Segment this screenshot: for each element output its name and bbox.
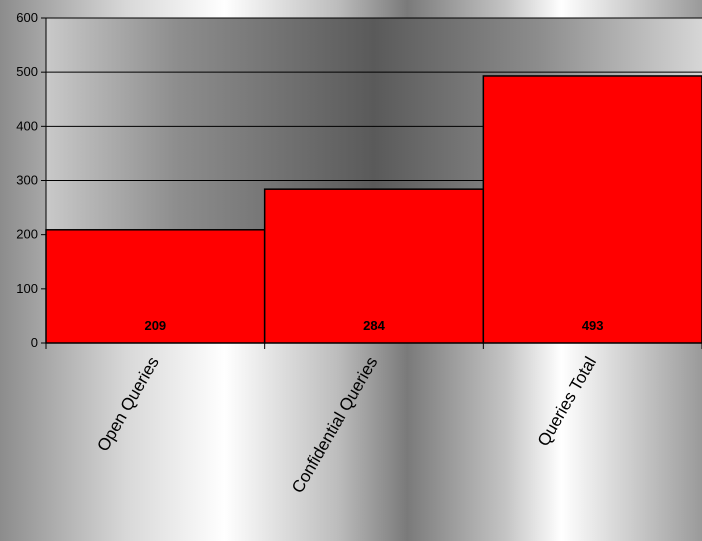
y-tick-label: 200 (16, 227, 38, 242)
x-tick-label: Confidential Queries (288, 354, 381, 497)
data-label: 493 (582, 318, 604, 333)
x-tick-label: Queries Total (534, 354, 600, 450)
bars (45, 75, 702, 344)
y-tick-label: 600 (16, 10, 38, 25)
bar (482, 75, 702, 344)
y-tick-label: 400 (16, 118, 38, 133)
y-tick-label: 0 (31, 335, 38, 350)
x-tick-labels: Open Queries Confidential Queries Queries … (93, 354, 600, 497)
y-tick-label: 100 (16, 281, 38, 296)
axes (41, 17, 702, 349)
x-tick-label: Open Queries (93, 354, 162, 455)
data-label: 284 (363, 318, 385, 333)
y-tick-label: 300 (16, 173, 38, 188)
y-tick-label: 500 (16, 64, 38, 79)
data-labels: 209 284 493 (144, 318, 603, 333)
y-tick-labels: 0 100 200 300 400 500 600 (16, 10, 38, 350)
data-label: 209 (144, 318, 166, 333)
